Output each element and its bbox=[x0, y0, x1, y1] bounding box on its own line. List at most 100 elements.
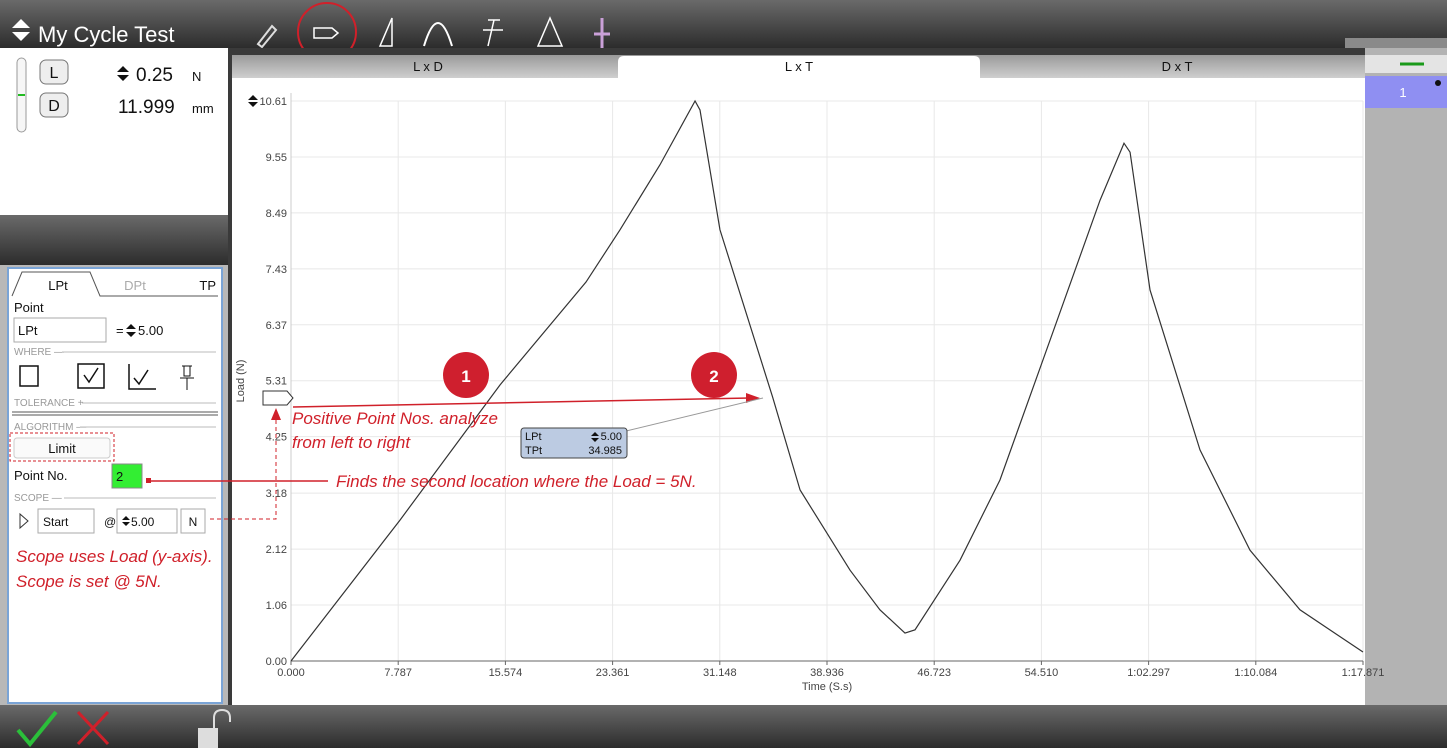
where-icon[interactable] bbox=[128, 364, 156, 390]
x-axis-label: Time (S.s) bbox=[802, 681, 852, 693]
where-icon bbox=[83, 367, 99, 384]
bottom-bar bbox=[0, 705, 1447, 748]
scope-value-input[interactable] bbox=[116, 508, 178, 534]
divider-bar bbox=[0, 215, 228, 265]
x-tick-label: 38.936 bbox=[810, 667, 844, 679]
direction-note: Positive Point Nos. analyze bbox=[292, 409, 498, 428]
point-leader bbox=[621, 397, 764, 433]
marker-badge bbox=[443, 352, 489, 398]
limit-label: Limit bbox=[48, 441, 76, 456]
title: My Cycle Test bbox=[38, 22, 175, 47]
function-tool[interactable] bbox=[483, 19, 503, 47]
lock-shackle bbox=[213, 708, 231, 728]
y-tick-label: 2.12 bbox=[266, 544, 287, 556]
y-tick-label: 1.06 bbox=[266, 600, 287, 612]
point-tool[interactable] bbox=[313, 27, 340, 39]
side-item-label: 1 bbox=[1399, 85, 1406, 100]
point-box-value: 34.985 bbox=[588, 445, 622, 457]
equals: = bbox=[116, 323, 124, 338]
lock-button[interactable] bbox=[198, 728, 218, 748]
section-label: WHERE — bbox=[14, 347, 64, 358]
x-tick-label: 0.000 bbox=[277, 667, 305, 679]
y-tick-label: 5.31 bbox=[266, 376, 287, 388]
readout-key: L bbox=[50, 65, 59, 82]
x-tick-label: 46.723 bbox=[917, 667, 951, 679]
section-label: ALGORITHM — bbox=[14, 422, 86, 433]
readout-key-d[interactable] bbox=[39, 92, 69, 118]
point-no-input[interactable] bbox=[111, 463, 143, 489]
x-tick-label: 1:10.084 bbox=[1234, 667, 1277, 679]
scope-unit: N bbox=[189, 515, 198, 529]
chart-tab[interactable]: D x T bbox=[1162, 59, 1193, 74]
x-tick-label: 23.361 bbox=[596, 667, 630, 679]
readout-key: D bbox=[48, 98, 60, 115]
chart-tab[interactable]: L x T bbox=[785, 59, 813, 74]
spin-icon bbox=[591, 432, 599, 442]
y-tick-label: 3.18 bbox=[266, 488, 287, 500]
x-tick-label: 31.148 bbox=[703, 667, 737, 679]
cancel-button[interactable] bbox=[76, 710, 110, 746]
data-line bbox=[290, 99, 1364, 662]
spin-icon[interactable] bbox=[126, 324, 136, 337]
scope-unit-box[interactable] bbox=[180, 508, 206, 534]
tab[interactable]: DPt bbox=[124, 278, 146, 293]
tab[interactable]: LPt bbox=[48, 278, 68, 293]
scope-arrow bbox=[210, 418, 277, 520]
marker-tool[interactable] bbox=[594, 18, 610, 48]
highlight-box bbox=[9, 432, 115, 462]
scope-start: Start bbox=[43, 515, 69, 529]
slope-tool[interactable] bbox=[378, 17, 393, 47]
scope-flag bbox=[262, 390, 294, 406]
y-tick-label: 10.61 bbox=[259, 96, 287, 108]
delta-tool[interactable] bbox=[536, 16, 564, 47]
slider-knob bbox=[18, 94, 25, 96]
side-item[interactable] bbox=[1365, 76, 1447, 108]
limit-button[interactable] bbox=[13, 437, 111, 459]
marker-badge bbox=[691, 352, 737, 398]
plot: 0.001.062.123.184.255.316.377.438.499.55… bbox=[235, 93, 1384, 693]
tab[interactable]: TP bbox=[199, 278, 216, 293]
field-label: Point bbox=[14, 300, 44, 315]
x-tick-label: 54.510 bbox=[1025, 667, 1059, 679]
y-tick-label: 6.37 bbox=[266, 320, 287, 332]
where-icon[interactable] bbox=[77, 363, 105, 389]
y-tick-label: 9.55 bbox=[266, 152, 287, 164]
scope-value: 5.00 bbox=[131, 515, 155, 529]
point-name-input[interactable] bbox=[13, 317, 107, 343]
title-menu-icon[interactable] bbox=[12, 19, 30, 41]
where-icon[interactable] bbox=[180, 365, 194, 390]
top-bar bbox=[0, 0, 1447, 48]
section-label: TOLERANCE + bbox=[14, 398, 84, 409]
readout-key-l[interactable] bbox=[39, 59, 69, 85]
marker-number: 1 bbox=[461, 367, 470, 386]
spin-icon[interactable] bbox=[122, 516, 130, 526]
y-tick-label: 7.43 bbox=[266, 264, 287, 276]
readout-value: 0.25 bbox=[136, 65, 173, 86]
readout-unit: N bbox=[192, 69, 201, 84]
finds-note: Finds the second location where the Load… bbox=[336, 472, 697, 491]
peak-tool[interactable] bbox=[423, 22, 453, 47]
chart-tab-active[interactable] bbox=[618, 56, 980, 78]
spin-icon[interactable] bbox=[117, 66, 129, 81]
link-dot bbox=[146, 478, 151, 483]
accept-button[interactable] bbox=[16, 710, 58, 748]
y-tick-label: 0.00 bbox=[266, 656, 287, 668]
chart-tab[interactable]: L x D bbox=[413, 59, 443, 74]
point-value: 5.00 bbox=[138, 323, 163, 338]
readout-panel bbox=[0, 48, 228, 215]
scope-play[interactable] bbox=[19, 512, 29, 530]
scope-arrow-head bbox=[271, 408, 281, 420]
y-tick-label: 8.49 bbox=[266, 208, 287, 220]
scope-start-input[interactable] bbox=[37, 508, 95, 534]
direction-arrow-head bbox=[746, 393, 760, 403]
tab-outline bbox=[11, 271, 218, 297]
scope-note: Scope uses Load (y-axis). bbox=[16, 547, 213, 566]
point-name: LPt bbox=[18, 323, 38, 338]
scope-note: Scope is set @ 5N. bbox=[16, 572, 162, 591]
where-icon[interactable] bbox=[19, 365, 39, 387]
point-box-value: 5.00 bbox=[601, 431, 622, 443]
direction-note: from left to right bbox=[292, 433, 411, 452]
pencil-tool[interactable] bbox=[256, 24, 278, 49]
x-tick-label: 1:17.871 bbox=[1342, 667, 1385, 679]
